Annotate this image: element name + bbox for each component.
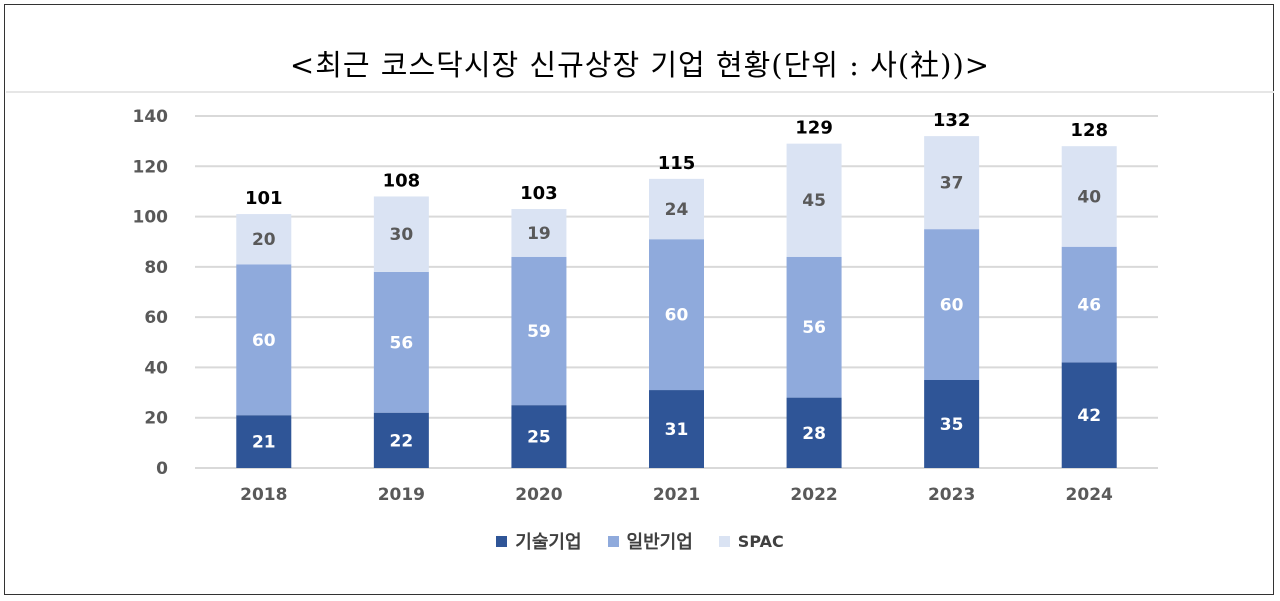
- legend-item-general: 일반기업: [607, 528, 693, 554]
- total-label: 108: [383, 170, 421, 191]
- y-tick-label: 140: [133, 107, 169, 127]
- chart-frame: [4, 4, 1274, 595]
- legend-label: SPAC: [737, 531, 784, 551]
- legend-swatch: [718, 535, 730, 547]
- bar-segment: [786, 143, 842, 257]
- bar-segment: [924, 229, 980, 380]
- legend-item-tech: 기술기업: [496, 528, 582, 554]
- bar-segment: [236, 415, 292, 468]
- data-label: 19: [527, 224, 551, 244]
- x-tick-label: 2021: [653, 485, 700, 505]
- y-tick-label: 20: [144, 409, 168, 429]
- x-tick-label: 2024: [1066, 485, 1113, 505]
- data-label: 45: [802, 191, 826, 211]
- bar-segment: [1061, 146, 1117, 247]
- data-label: 20: [252, 230, 276, 250]
- chart-title: <최근 코스닥시장 신규상장 기업 현황(단위 : 사(社))>: [289, 48, 991, 82]
- x-tick-label: 2020: [515, 485, 562, 505]
- bar-segment: [1061, 246, 1117, 363]
- y-tick-label: 40: [144, 358, 168, 378]
- legend-swatch: [496, 535, 508, 547]
- legend-swatch: [607, 535, 619, 547]
- data-label: 42: [1077, 406, 1101, 426]
- legend-label: 기술기업: [515, 532, 582, 553]
- total-label: 132: [933, 110, 971, 131]
- data-label: 35: [940, 415, 964, 435]
- bar-segment: [236, 214, 292, 265]
- x-tick-label: 2018: [240, 485, 287, 505]
- total-label: 129: [795, 118, 833, 139]
- data-label: 59: [527, 322, 551, 342]
- data-label: 30: [390, 225, 414, 245]
- bar-segment: [511, 209, 567, 257]
- y-tick-label: 60: [144, 308, 168, 328]
- title-divider: [6, 91, 1274, 93]
- bar-segment: [511, 256, 567, 406]
- bar-segment: [924, 136, 980, 230]
- bar-segment: [511, 405, 567, 468]
- total-label: 101: [245, 188, 283, 209]
- data-label: 56: [390, 333, 414, 353]
- bar-segment: [786, 256, 842, 398]
- legend-item-spac: SPAC: [718, 528, 784, 554]
- bar-segment: [649, 239, 704, 391]
- legend: 기술기업 일반기업 SPAC: [0, 528, 1280, 554]
- data-label: 25: [527, 428, 551, 448]
- y-tick-label: 100: [133, 208, 169, 228]
- data-label: 60: [252, 331, 276, 351]
- total-label: 103: [520, 183, 558, 204]
- total-label: 128: [1070, 120, 1108, 141]
- data-label: 60: [940, 296, 964, 316]
- bar-segment: [236, 264, 292, 416]
- data-label: 46: [1077, 296, 1101, 316]
- bar-segment: [786, 397, 842, 468]
- data-label: 60: [665, 306, 689, 326]
- bar-segment: [924, 380, 980, 468]
- bar-segment: [373, 271, 429, 413]
- data-label: 22: [390, 431, 414, 451]
- bar-segment: [649, 390, 704, 468]
- x-tick-label: 2022: [790, 485, 837, 505]
- data-label: 24: [665, 200, 689, 220]
- y-tick-label: 120: [133, 157, 169, 177]
- y-tick-label: 80: [144, 258, 168, 278]
- data-label: 37: [940, 174, 964, 194]
- bar-segment: [649, 178, 704, 240]
- y-tick-label: 0: [156, 459, 168, 479]
- data-label: 56: [802, 318, 826, 338]
- data-label: 21: [252, 433, 276, 453]
- legend-label: 일반기업: [626, 532, 693, 553]
- bar-segment: [1061, 362, 1117, 468]
- bar-segment: [373, 412, 429, 468]
- x-tick-label: 2019: [378, 485, 425, 505]
- total-label: 115: [658, 153, 696, 174]
- data-label: 28: [802, 424, 826, 444]
- data-label: 40: [1077, 187, 1101, 207]
- x-tick-label: 2023: [928, 485, 975, 505]
- bar-segment: [373, 196, 429, 272]
- data-label: 31: [665, 420, 689, 440]
